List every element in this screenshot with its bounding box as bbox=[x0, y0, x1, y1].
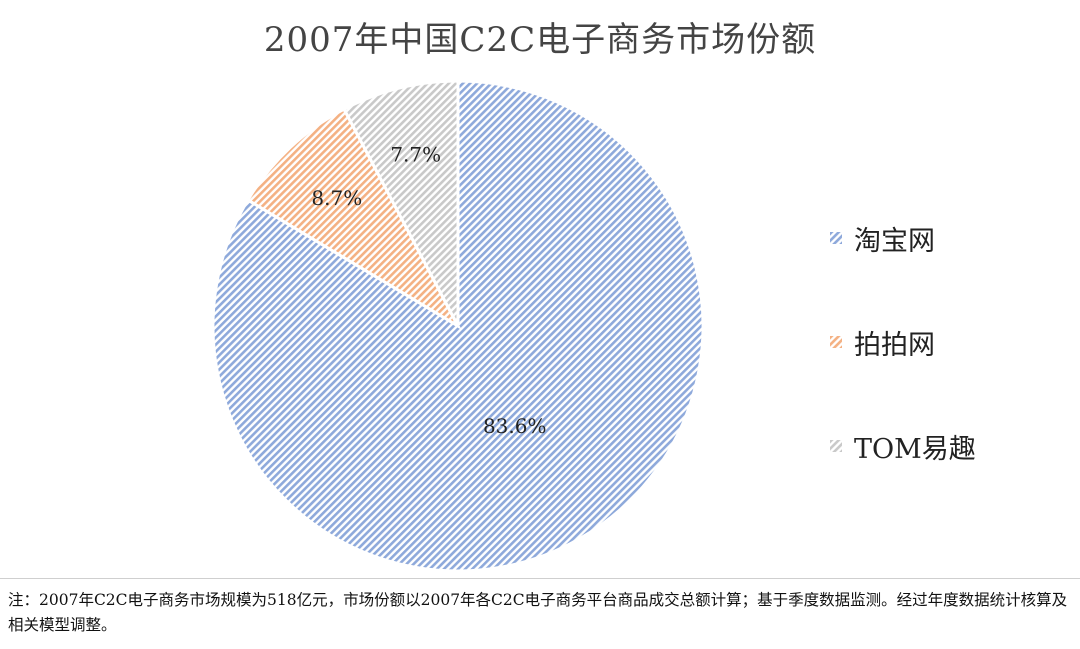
legend-label-tom: TOM易趣 bbox=[854, 433, 976, 465]
legend-swatch-tom bbox=[830, 440, 842, 452]
pie-slice-paipai bbox=[245, 107, 462, 331]
data-label-taobao: 83.6% bbox=[483, 414, 547, 438]
footnote: 注：2007年C2C电子商务市场规模为518亿元，市场份额以2007年各C2C电… bbox=[8, 591, 1068, 634]
legend-swatch-paipai bbox=[830, 336, 842, 348]
pie-slice-tom bbox=[342, 79, 460, 327]
legend-item-tom: TOM易趣 bbox=[830, 426, 976, 466]
legend-swatch-taobao bbox=[830, 232, 842, 244]
legend-item-paipai: 拍拍网 bbox=[830, 322, 935, 362]
legend-label-paipai: 拍拍网 bbox=[854, 329, 935, 361]
legend-label-taobao: 淘宝网 bbox=[854, 225, 935, 257]
footnote-divider bbox=[0, 578, 1080, 579]
data-label-tom: 7.7% bbox=[390, 143, 441, 167]
data-label-paipai: 8.7% bbox=[311, 186, 362, 210]
chart-title: 2007年中国C2C电子商务市场份额 bbox=[263, 20, 817, 60]
legend-item-taobao: 淘宝网 bbox=[830, 218, 935, 258]
